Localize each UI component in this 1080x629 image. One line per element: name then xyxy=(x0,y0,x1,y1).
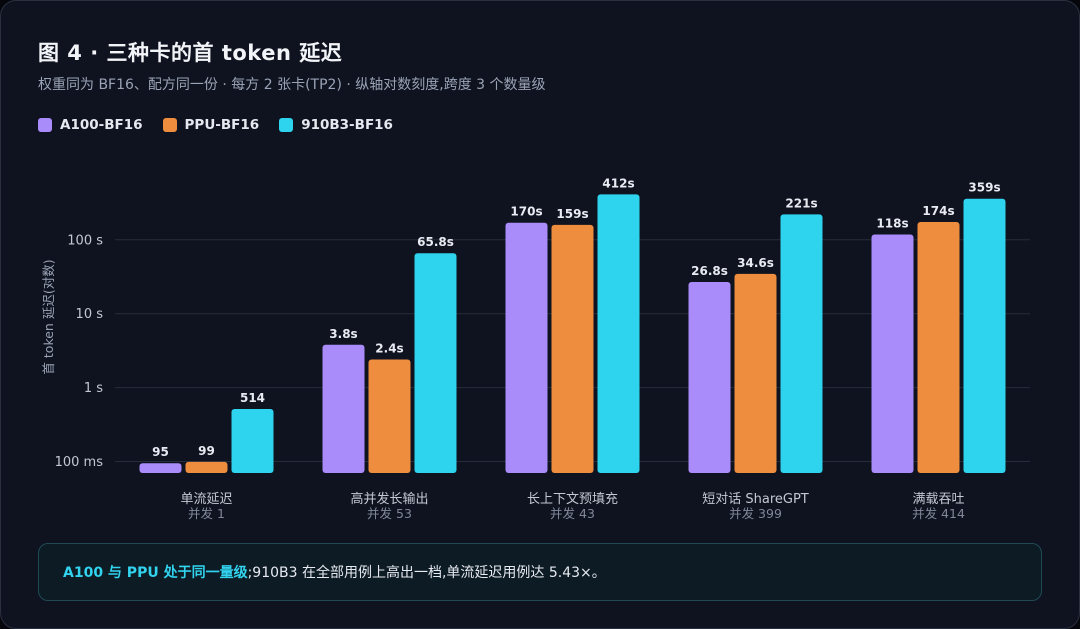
legend-swatch xyxy=(162,118,177,132)
bar xyxy=(688,282,731,473)
chart-subtitle: 权重同为 BF16、配方同一份 · 每方 2 张卡(TP2) · 纵轴对数刻度,… xyxy=(38,77,546,93)
bar xyxy=(780,214,823,473)
y-tick-label: 100 s xyxy=(67,233,103,248)
legend-item: PPU-BF16 xyxy=(162,117,260,133)
legend-item: A100-BF16 xyxy=(38,117,143,133)
x-category-sublabel: 并发 1 xyxy=(188,506,225,521)
legend: A100-BF16 PPU-BF16 910B3-BF16 xyxy=(38,117,393,133)
x-category-label: 高并发长输出 xyxy=(350,491,428,507)
x-category-sublabel: 并发 43 xyxy=(550,506,595,521)
bar-value-label: 34.6s xyxy=(737,256,774,270)
bar-value-label: 2.4s xyxy=(375,342,403,356)
x-category-label: 单流延迟 xyxy=(180,492,232,507)
bar xyxy=(963,198,1006,473)
bar-value-label: 99 xyxy=(198,444,215,458)
bar-value-label: 26.8s xyxy=(691,264,728,278)
bar xyxy=(734,273,777,473)
y-tick-label: 1 s xyxy=(84,381,103,396)
bar-value-label: 412s xyxy=(602,176,634,190)
bar xyxy=(871,234,914,473)
bar xyxy=(917,221,960,473)
bar xyxy=(551,224,594,473)
bar xyxy=(597,194,640,473)
bar xyxy=(231,408,274,473)
x-category-sublabel: 并发 414 xyxy=(912,506,965,521)
bar xyxy=(322,344,365,473)
bar xyxy=(185,461,228,473)
callout-text: ;910B3 在全部用例上高出一档,单流延迟用例达 5.43×。 xyxy=(247,565,606,581)
legend-swatch xyxy=(279,118,294,132)
x-category-label: 长上下文预填充 xyxy=(527,491,618,507)
x-category-label: 短对话 ShareGPT xyxy=(702,492,809,507)
bar-value-label: 118s xyxy=(876,216,908,230)
bar xyxy=(414,253,457,473)
bar xyxy=(368,359,411,473)
callout-highlight: A100 与 PPU 处于同一量级 xyxy=(63,565,248,581)
bar xyxy=(505,222,548,473)
bar-value-label: 359s xyxy=(968,181,1000,195)
x-category-sublabel: 并发 399 xyxy=(729,506,782,521)
callout-box: A100 与 PPU 处于同一量级 ;910B3 在全部用例上高出一档,单流延迟用… xyxy=(38,543,1042,601)
legend-item: 910B3-BF16 xyxy=(279,117,393,133)
y-tick-label: 100 ms xyxy=(55,455,104,470)
bar-value-label: 95 xyxy=(152,445,169,459)
bar-value-label: 3.8s xyxy=(329,327,357,341)
x-category-label: 满载吞吐 xyxy=(912,492,964,507)
bar xyxy=(139,463,182,473)
bar-value-label: 221s xyxy=(785,196,817,210)
chart-title: 图 4 · 三种卡的首 token 延迟 xyxy=(38,41,343,65)
legend-label: PPU-BF16 xyxy=(184,117,260,133)
bar-value-label: 514 xyxy=(240,391,265,405)
bar-value-label: 65.8s xyxy=(417,235,454,249)
y-axis-title: 首 token 延迟(对数) xyxy=(41,259,56,374)
x-category-sublabel: 并发 53 xyxy=(367,506,412,521)
bar-value-label: 170s xyxy=(510,205,542,219)
legend-label: A100-BF16 xyxy=(60,117,143,133)
y-tick-label: 10 s xyxy=(76,307,104,322)
legend-label: 910B3-BF16 xyxy=(301,117,393,133)
bar-value-label: 174s xyxy=(922,204,954,218)
legend-swatch xyxy=(38,118,52,132)
bar-value-label: 159s xyxy=(556,207,588,221)
